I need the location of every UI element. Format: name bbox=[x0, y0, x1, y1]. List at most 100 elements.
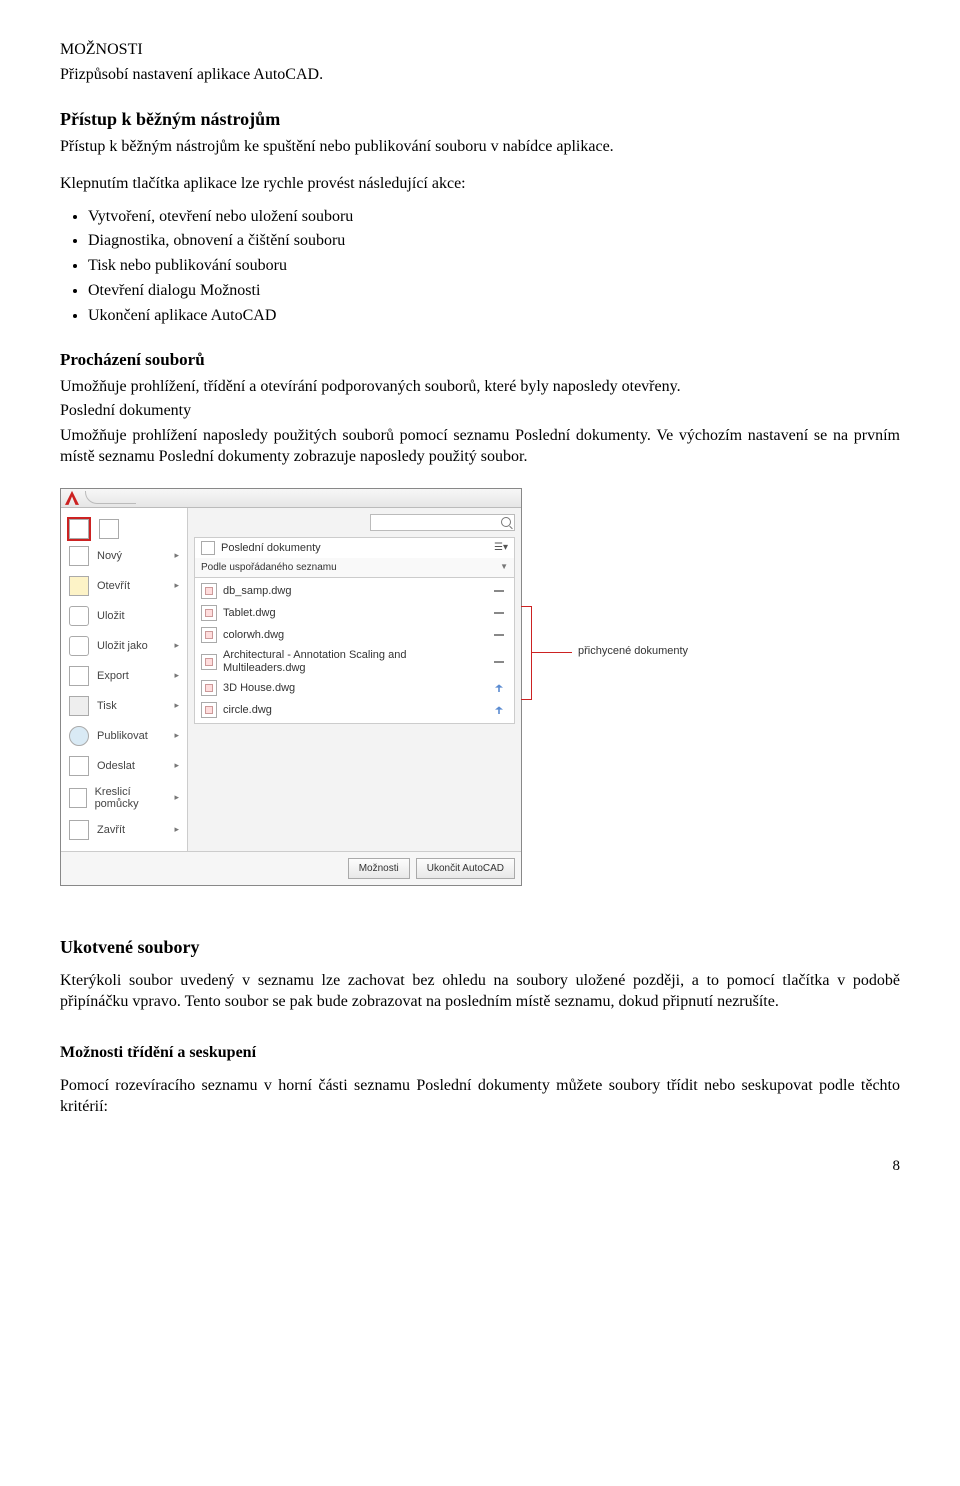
section-sorting-p1: Pomocí rozevíracího seznamu v horní část… bbox=[60, 1076, 900, 1118]
left-menu: Nový ▸ Otevřít ▸ Uložit Uložit jako ▸ bbox=[61, 508, 188, 851]
app-menu-screenshot: Nový ▸ Otevřít ▸ Uložit Uložit jako ▸ bbox=[60, 488, 900, 886]
section-ukotvene-p1: Kterýkoli soubor uvedený v seznamu lze z… bbox=[60, 971, 900, 1013]
file-name: colorwh.dwg bbox=[223, 628, 484, 642]
callout-leader-line bbox=[532, 652, 572, 653]
file-name: db_samp.dwg bbox=[223, 584, 484, 598]
chevron-right-icon: ▸ bbox=[174, 550, 179, 562]
menu-label: Kreslicí pomůcky bbox=[95, 786, 167, 810]
recent-file-row[interactable]: 3D House.dwg bbox=[195, 677, 514, 699]
unpinned-icon[interactable] bbox=[494, 612, 504, 614]
menu-item-open[interactable]: Otevřít ▸ bbox=[61, 571, 187, 601]
save-icon bbox=[69, 606, 89, 626]
chevron-right-icon: ▸ bbox=[174, 700, 179, 712]
menu-label: Odeslat bbox=[97, 759, 135, 773]
menu-item-publish[interactable]: Publikovat ▸ bbox=[61, 721, 187, 751]
chevron-right-icon: ▸ bbox=[174, 760, 179, 772]
dwg-file-icon bbox=[201, 627, 217, 643]
section-moznosti-subtitle: Přizpůsobí nastavení aplikace AutoCAD. bbox=[60, 65, 900, 86]
sort-label: Podle uspořádaného seznamu bbox=[201, 561, 337, 574]
recent-docs-icon[interactable] bbox=[69, 519, 89, 539]
menu-label: Publikovat bbox=[97, 729, 148, 743]
menu-label: Otevřít bbox=[97, 579, 130, 593]
panel-view-toggle-icon[interactable]: ☰▾ bbox=[494, 541, 508, 554]
page-number: 8 bbox=[60, 1157, 900, 1177]
action-bullet-list: Vytvoření, otevření nebo uložení souboru… bbox=[88, 207, 900, 327]
bullet-item: Vytvoření, otevření nebo uložení souboru bbox=[88, 207, 900, 228]
recent-file-list: db_samp.dwg Tablet.dwg colorwh.dwg bbox=[194, 578, 515, 724]
open-docs-icon[interactable] bbox=[99, 519, 119, 539]
chevron-right-icon: ▸ bbox=[174, 670, 179, 682]
file-name: Tablet.dwg bbox=[223, 606, 484, 620]
unpinned-icon[interactable] bbox=[494, 590, 504, 592]
chevron-right-icon: ▸ bbox=[174, 640, 179, 652]
bottom-bar: Možnosti Ukončit AutoCAD bbox=[61, 851, 521, 885]
chevron-right-icon: ▸ bbox=[174, 824, 179, 836]
menu-item-drawing-utilities[interactable]: Kreslicí pomůcky ▸ bbox=[61, 781, 187, 815]
unpinned-icon[interactable] bbox=[494, 661, 504, 663]
file-name: 3D House.dwg bbox=[223, 681, 484, 695]
pinned-icon[interactable] bbox=[495, 706, 503, 714]
bullet-item: Ukončení aplikace AutoCAD bbox=[88, 306, 900, 327]
recent-file-row[interactable]: colorwh.dwg bbox=[195, 624, 514, 646]
recent-docs-small-icon bbox=[201, 541, 215, 555]
search-input[interactable] bbox=[370, 514, 515, 531]
recent-file-row[interactable]: Tablet.dwg bbox=[195, 602, 514, 624]
section-prochazeni-p3: Umožňuje prohlížení naposledy použitých … bbox=[60, 426, 900, 468]
dwg-file-icon bbox=[201, 605, 217, 621]
new-file-icon bbox=[69, 546, 89, 566]
menu-label: Uložit jako bbox=[97, 639, 148, 653]
section-ukotvene-title: Ukotvené soubory bbox=[60, 936, 900, 959]
bullet-item: Tisk nebo publikování souboru bbox=[88, 256, 900, 277]
section-pristup-p2: Klepnutím tlačítka aplikace lze rychle p… bbox=[60, 174, 900, 195]
publish-icon bbox=[69, 726, 89, 746]
menu-label: Uložit bbox=[97, 609, 125, 623]
section-pristup-title: Přístup k běžným nástrojům bbox=[60, 108, 900, 131]
bullet-item: Otevření dialogu Možnosti bbox=[88, 281, 900, 302]
sort-dropdown[interactable]: Podle uspořádaného seznamu ▼ bbox=[194, 558, 515, 578]
pinned-icon[interactable] bbox=[495, 684, 503, 692]
menu-label: Nový bbox=[97, 549, 122, 563]
section-pristup-p1: Přístup k běžným nástrojům ke spuštění n… bbox=[60, 137, 900, 158]
chevron-down-icon: ▼ bbox=[500, 562, 508, 572]
utilities-icon bbox=[69, 788, 87, 808]
section-prochazeni-title: Procházení souborů bbox=[60, 349, 900, 371]
menu-label: Tisk bbox=[97, 699, 117, 713]
recent-documents-panel: Poslední dokumenty ☰▾ Podle uspořádaného… bbox=[188, 508, 521, 851]
section-sorting-subhead: Možnosti třídění a seskupení bbox=[60, 1043, 900, 1064]
menu-item-new[interactable]: Nový ▸ bbox=[61, 541, 187, 571]
app-window: Nový ▸ Otevřít ▸ Uložit Uložit jako ▸ bbox=[60, 488, 522, 886]
menu-item-save-as[interactable]: Uložit jako ▸ bbox=[61, 631, 187, 661]
titlebar bbox=[61, 489, 521, 508]
exit-autocad-button[interactable]: Ukončit AutoCAD bbox=[416, 858, 515, 879]
recent-file-row[interactable]: Architectural - Annotation Scaling and M… bbox=[195, 646, 514, 677]
options-button[interactable]: Možnosti bbox=[348, 858, 410, 879]
save-as-icon bbox=[69, 636, 89, 656]
menu-label: Zavřít bbox=[97, 823, 125, 837]
menu-item-save[interactable]: Uložit bbox=[61, 601, 187, 631]
dwg-file-icon bbox=[201, 702, 217, 718]
dwg-file-icon bbox=[201, 680, 217, 696]
section-prochazeni-p2: Poslední dokumenty bbox=[60, 401, 900, 422]
dwg-file-icon bbox=[201, 654, 217, 670]
callout-label: přichycené dokumenty bbox=[578, 644, 688, 658]
search-icon bbox=[501, 517, 511, 527]
chevron-right-icon: ▸ bbox=[174, 730, 179, 742]
unpinned-icon[interactable] bbox=[494, 634, 504, 636]
app-logo-icon bbox=[65, 491, 79, 505]
menu-label: Export bbox=[97, 669, 129, 683]
send-icon bbox=[69, 756, 89, 776]
recent-file-row[interactable]: db_samp.dwg bbox=[195, 580, 514, 602]
panel-header: Poslední dokumenty ☰▾ bbox=[194, 537, 515, 558]
export-icon bbox=[69, 666, 89, 686]
menu-item-print[interactable]: Tisk ▸ bbox=[61, 691, 187, 721]
callout-bracket bbox=[521, 606, 532, 700]
chevron-right-icon: ▸ bbox=[174, 792, 179, 804]
menu-item-export[interactable]: Export ▸ bbox=[61, 661, 187, 691]
titlebar-curve bbox=[85, 491, 136, 504]
dwg-file-icon bbox=[201, 583, 217, 599]
menu-item-close[interactable]: Zavřít ▸ bbox=[61, 815, 187, 845]
recent-file-row[interactable]: circle.dwg bbox=[195, 699, 514, 721]
menu-item-send[interactable]: Odeslat ▸ bbox=[61, 751, 187, 781]
open-folder-icon bbox=[69, 576, 89, 596]
chevron-right-icon: ▸ bbox=[174, 580, 179, 592]
